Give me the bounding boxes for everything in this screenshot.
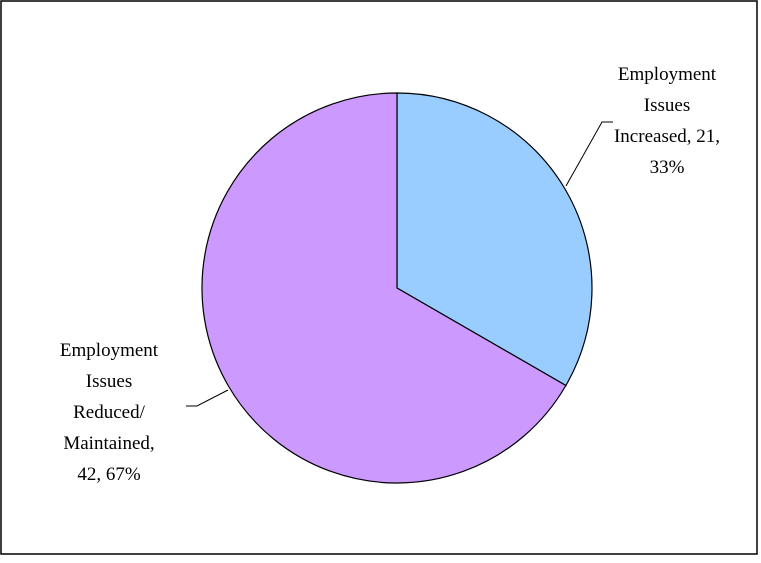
data-label-line: Employment <box>60 340 159 361</box>
data-label-line: 42, 67% <box>77 464 141 485</box>
slices-layer <box>201 92 593 484</box>
leader-lines <box>186 121 613 407</box>
data-labels: Employment Issues Increased, 21, 33%Employm… <box>60 64 720 485</box>
pie-slice-2 <box>201 92 567 484</box>
data-label-line: 33% <box>650 157 685 178</box>
leader-line-2 <box>186 389 229 407</box>
data-label-2: Employment Issues Reduced/Maintained, 42, 6… <box>60 340 159 485</box>
pie-slice-1 <box>396 92 593 387</box>
data-label-line: Issues <box>644 95 690 116</box>
data-label-line: Issues <box>86 371 132 392</box>
data-label-line: Increased, 21, <box>614 126 720 147</box>
data-label-line: Maintained, <box>63 433 154 454</box>
data-label-line: Employment <box>618 64 717 85</box>
data-label-line: Reduced/ <box>73 402 145 423</box>
leader-line-1 <box>565 121 613 187</box>
data-label-1: Employment Issues Increased, 21, 33% <box>614 64 720 178</box>
